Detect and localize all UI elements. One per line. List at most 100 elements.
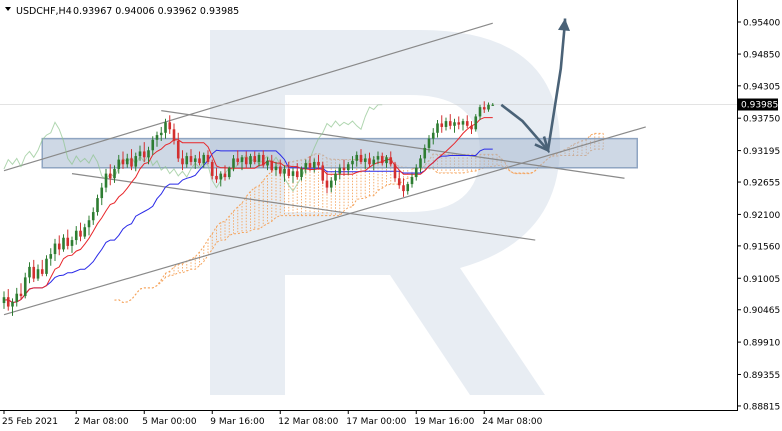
candle-body: [53, 243, 57, 255]
time-tick-label: 17 Mar 00:00: [346, 417, 406, 427]
ohlc-values: 0.93967 0.94006 0.93962 0.93985: [73, 6, 239, 17]
candle-body: [219, 173, 223, 180]
candle-body: [423, 147, 427, 159]
candle-body: [478, 107, 482, 117]
candle: [168, 115, 172, 134]
candle: [342, 159, 346, 176]
candle-body: [40, 269, 44, 274]
candle-body: [287, 168, 291, 176]
candle: [325, 172, 329, 194]
candle-body: [410, 177, 414, 185]
candle: [359, 149, 363, 165]
candle: [100, 182, 104, 206]
candle: [83, 223, 87, 239]
candle-body: [100, 187, 104, 199]
candle: [321, 161, 325, 185]
candle: [19, 283, 23, 300]
candle-body: [19, 293, 23, 297]
candle-body: [359, 154, 363, 162]
price-tick-label: 0.91560: [743, 242, 780, 252]
candle: [448, 114, 452, 130]
price-tick-label: 0.89910: [743, 339, 780, 349]
candle: [474, 114, 478, 132]
candle-body: [380, 156, 384, 164]
candle-body: [295, 171, 299, 178]
candle-body: [104, 173, 108, 188]
candle-body: [402, 185, 405, 192]
candle: [304, 159, 308, 174]
candle-body: [300, 168, 303, 178]
candle-body: [227, 167, 231, 178]
candle: [329, 177, 333, 193]
candle: [431, 128, 435, 145]
candle-body: [491, 104, 495, 106]
candle-body: [155, 135, 159, 140]
candle: [287, 161, 291, 179]
candle-body: [202, 154, 206, 164]
candle: [108, 164, 112, 186]
candle-body: [125, 158, 129, 165]
candle: [232, 154, 235, 172]
candle: [172, 123, 176, 145]
candle: [453, 118, 456, 133]
candle-body: [278, 166, 282, 174]
candle-body: [249, 156, 252, 165]
candle-body: [329, 180, 333, 188]
candle-body: [270, 160, 274, 171]
candle-body: [291, 171, 295, 176]
candle-body: [117, 159, 121, 169]
candle-body: [440, 123, 444, 127]
price-tick-label: 0.88815: [743, 402, 780, 412]
last-price-box: [738, 98, 778, 111]
candle: [181, 150, 184, 171]
chevron-down-icon[interactable]: [5, 7, 11, 11]
candle-body: [168, 122, 172, 130]
candle: [376, 151, 380, 165]
candle-body: [312, 161, 316, 168]
candle-body: [414, 167, 418, 178]
candle: [36, 264, 40, 281]
candle: [389, 151, 393, 167]
candle-body: [147, 150, 150, 158]
candle: [202, 152, 206, 168]
candle: [414, 164, 418, 181]
candle-body: [151, 139, 155, 151]
candle: [308, 156, 312, 172]
candle: [176, 132, 180, 162]
candle-body: [487, 104, 490, 110]
indicator-lines-layer: [0, 22, 737, 316]
time-tick-label: 5 Mar 00:00: [142, 417, 197, 427]
candle: [206, 150, 210, 165]
candle-body: [351, 160, 354, 165]
candle: [385, 154, 388, 168]
price-tick-label: 0.94305: [743, 82, 780, 92]
price-tick-label: 0.94850: [743, 51, 780, 61]
candle-body: [189, 156, 193, 162]
candle: [295, 163, 299, 180]
candle: [436, 119, 439, 138]
candle: [96, 194, 99, 216]
candle: [236, 150, 240, 166]
candle-body: [457, 122, 461, 125]
price-tick-label: 0.92655: [743, 179, 780, 189]
candle-body: [130, 158, 133, 167]
candle: [406, 181, 410, 195]
candle-body: [334, 173, 337, 181]
candle: [189, 149, 193, 166]
candle: [457, 116, 461, 130]
candle-body: [274, 166, 278, 171]
candle: [227, 166, 231, 180]
candle-body: [2, 297, 6, 304]
candle-body: [83, 227, 87, 237]
candle-body: [308, 163, 312, 168]
candle-body: [108, 173, 112, 179]
candle: [121, 151, 125, 169]
price-tick-label: 0.92100: [743, 211, 780, 221]
candle: [363, 153, 367, 169]
candle: [113, 165, 116, 183]
candle: [291, 167, 295, 183]
candle-body: [232, 158, 235, 168]
candle: [487, 102, 490, 112]
candle-body: [198, 158, 201, 164]
